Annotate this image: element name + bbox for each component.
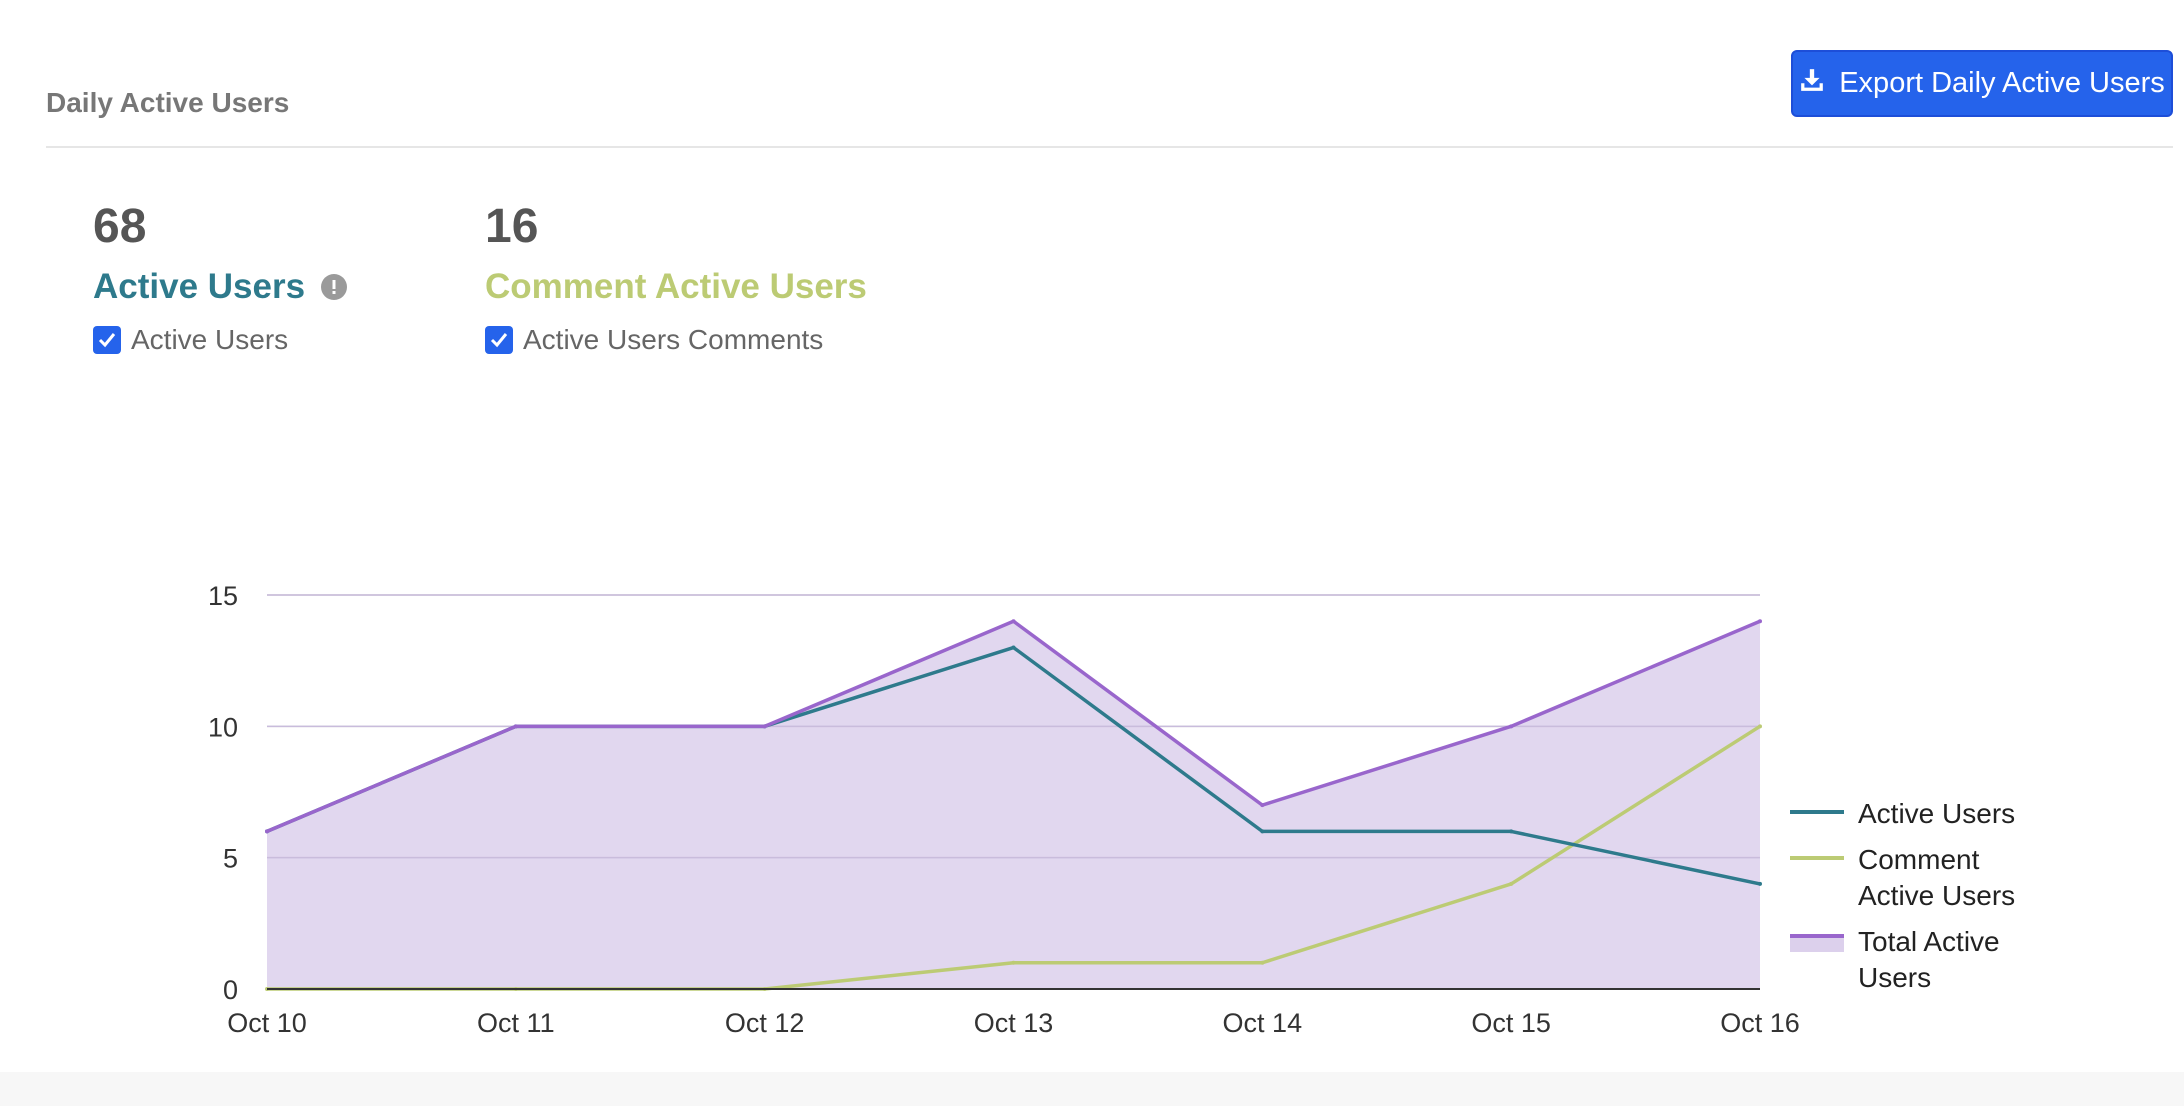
stat-comment-active-users: 16 Comment Active Users Active Users Com…: [485, 198, 867, 356]
x-tick-label: Oct 16: [1720, 1008, 1800, 1038]
comment-active-users-line-point: [1509, 881, 1514, 886]
info-icon[interactable]: [321, 274, 348, 300]
total-active-users-area: [267, 621, 1760, 989]
active-users-comments-toggle[interactable]: Active Users Comments: [485, 324, 867, 356]
x-tick-label: Oct 10: [227, 1008, 307, 1038]
stat-label: Active Users: [93, 262, 348, 312]
total-active-users-line-point: [1011, 619, 1016, 624]
total-active-users-line-point: [762, 724, 767, 729]
page-title: Daily Active Users: [46, 87, 290, 118]
x-tick-label: Oct 13: [974, 1008, 1054, 1038]
y-tick-label: 15: [208, 581, 238, 611]
stat-active-users: 68 Active Users Active Users: [93, 198, 348, 356]
checkbox-checked-icon[interactable]: [93, 326, 121, 354]
comment-active-users-line-point: [1758, 724, 1762, 729]
daily-active-users-chart: 0 5 10 15 Oct 10 Oct 11 Oct 12 Oct 13 Oct 14 Oct …: [208, 581, 2015, 1038]
active-users-line-point: [1011, 645, 1016, 650]
legend-label: Total Active Users: [1858, 926, 2000, 993]
active-users-line-point: [1758, 881, 1762, 886]
stat-label-text: Comment Active Users: [485, 267, 867, 306]
comment-active-users-line-point: [1011, 960, 1016, 965]
y-tick-label: 10: [208, 712, 238, 742]
page-header: Daily Active Users Export Daily Active U…: [46, 0, 2173, 148]
footer-bar: [0, 1072, 2184, 1106]
x-tick-label: Oct 15: [1471, 1008, 1551, 1038]
active-users-toggle[interactable]: Active Users: [93, 324, 347, 356]
comment-active-users-line-point: [1260, 960, 1265, 965]
total-active-users-line-point: [513, 724, 518, 729]
stat-value: 16: [485, 200, 539, 253]
export-daily-active-users-button[interactable]: Export Daily Active Users: [1791, 50, 2173, 117]
total-active-users-line-point: [265, 829, 269, 834]
stat-value: 68: [93, 200, 147, 253]
chart-container: 0 5 10 15 Oct 10 Oct 11 Oct 12 Oct 13 Oct 14 Oct …: [208, 581, 2015, 1038]
total-active-users-line-point: [1509, 724, 1514, 729]
download-icon: [1799, 67, 1825, 101]
stat-label: Comment Active Users: [485, 262, 867, 312]
stat-label-text: Active Users: [93, 267, 306, 306]
legend-swatch-total-area: [1790, 934, 1844, 952]
x-tick-label: Oct 12: [725, 1008, 805, 1038]
total-active-users-line-point: [1260, 803, 1265, 808]
legend-label: Comment Active Users: [1858, 844, 2015, 911]
x-tick-label: Oct 14: [1223, 1008, 1303, 1038]
total-active-users-line-point: [1758, 619, 1762, 624]
export-button-label: Export Daily Active Users: [1839, 67, 2165, 99]
checkbox-label: Active Users Comments: [523, 324, 824, 355]
active-users-line-point: [1509, 829, 1514, 834]
y-tick-label: 0: [223, 975, 238, 1005]
y-tick-label: 5: [223, 844, 238, 874]
active-users-line-point: [1260, 829, 1265, 834]
x-tick-label: Oct 11: [477, 1008, 555, 1038]
legend-label: Active Users: [1858, 798, 2015, 829]
checkbox-label: Active Users: [131, 324, 289, 355]
checkbox-checked-icon[interactable]: [485, 326, 513, 354]
